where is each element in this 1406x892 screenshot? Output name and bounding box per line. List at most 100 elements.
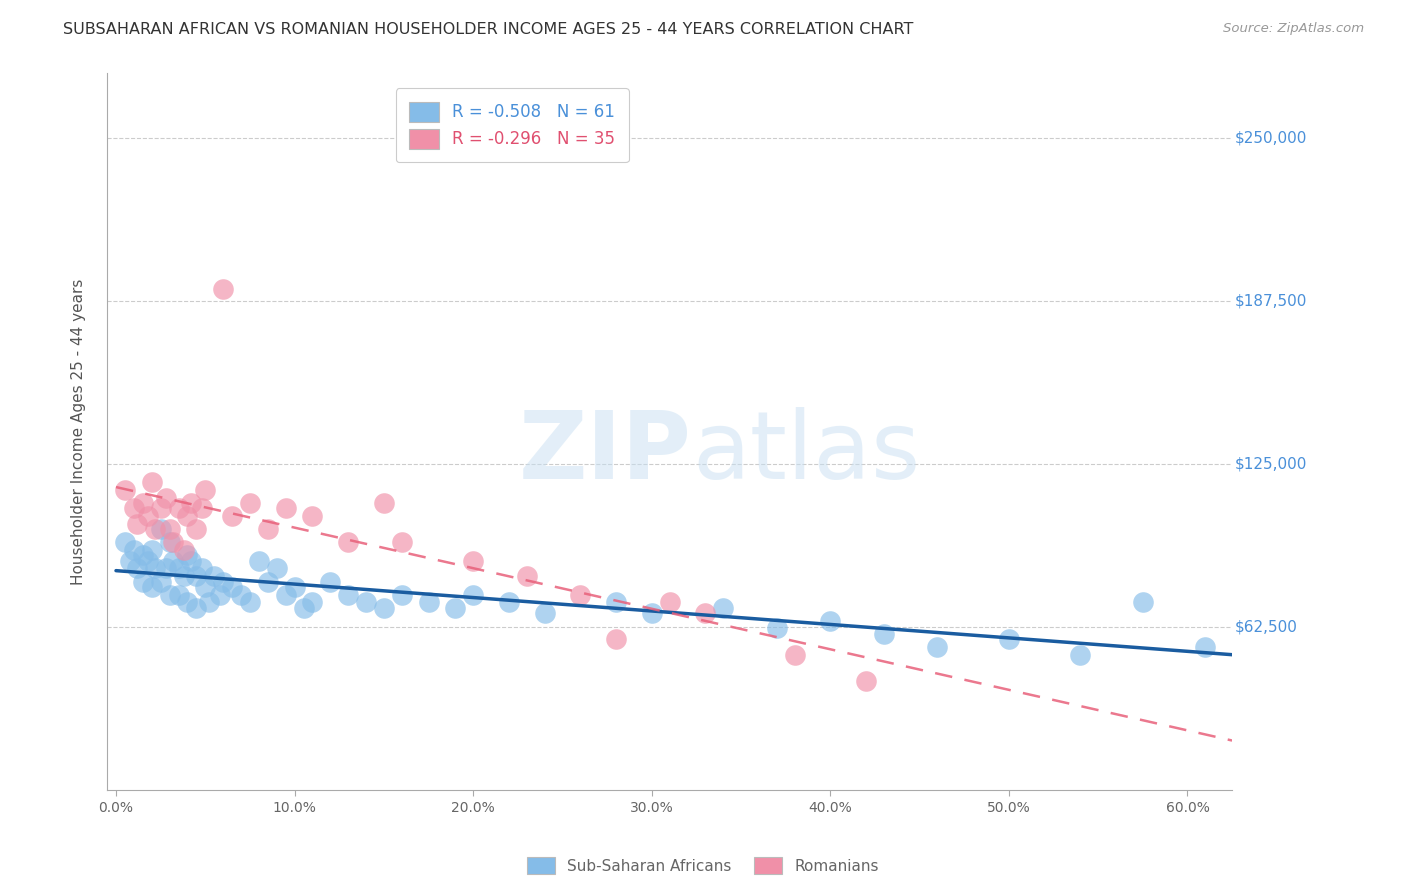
Point <box>569 588 592 602</box>
Point <box>159 522 181 536</box>
Point <box>136 509 159 524</box>
Text: Source: ZipAtlas.com: Source: ZipAtlas.com <box>1223 22 1364 36</box>
Point <box>319 574 342 589</box>
Point <box>391 588 413 602</box>
Point <box>167 501 190 516</box>
Legend: R = -0.508   N = 61, R = -0.296   N = 35: R = -0.508 N = 61, R = -0.296 N = 35 <box>395 88 628 162</box>
Point <box>136 554 159 568</box>
Point <box>711 600 734 615</box>
Point <box>1132 595 1154 609</box>
Point <box>266 561 288 575</box>
Point <box>141 475 163 490</box>
Point <box>256 574 278 589</box>
Point <box>180 554 202 568</box>
Point <box>695 606 717 620</box>
Point <box>176 509 198 524</box>
Point <box>159 535 181 549</box>
Point <box>284 580 307 594</box>
Point <box>114 483 136 498</box>
Point <box>155 561 177 575</box>
Point <box>173 543 195 558</box>
Point <box>212 574 235 589</box>
Point <box>122 543 145 558</box>
Point <box>533 606 555 620</box>
Point <box>127 561 149 575</box>
Point <box>229 588 252 602</box>
Text: $250,000: $250,000 <box>1234 130 1306 145</box>
Point <box>114 535 136 549</box>
Point <box>301 509 323 524</box>
Point <box>186 569 208 583</box>
Legend: Sub-Saharan Africans, Romanians: Sub-Saharan Africans, Romanians <box>522 851 884 880</box>
Point <box>159 588 181 602</box>
Point <box>127 517 149 532</box>
Point <box>190 561 212 575</box>
Point <box>373 600 395 615</box>
Point <box>132 549 155 563</box>
Point <box>194 580 217 594</box>
Point <box>221 580 243 594</box>
Text: $187,500: $187,500 <box>1234 293 1306 309</box>
Point <box>173 569 195 583</box>
Point <box>186 600 208 615</box>
Text: atlas: atlas <box>692 407 921 500</box>
Point <box>141 580 163 594</box>
Point <box>274 501 297 516</box>
Point <box>463 588 485 602</box>
Point <box>176 549 198 563</box>
Point <box>143 522 166 536</box>
Point <box>783 648 806 662</box>
Point <box>855 673 877 688</box>
Point <box>927 640 949 654</box>
Point <box>337 588 360 602</box>
Point <box>176 595 198 609</box>
Point <box>162 535 184 549</box>
Point <box>239 496 262 510</box>
Point <box>167 561 190 575</box>
Point <box>256 522 278 536</box>
Point <box>212 282 235 296</box>
Point <box>132 574 155 589</box>
Point <box>162 554 184 568</box>
Point <box>292 600 315 615</box>
Point <box>221 509 243 524</box>
Point <box>180 496 202 510</box>
Text: SUBSAHARAN AFRICAN VS ROMANIAN HOUSEHOLDER INCOME AGES 25 - 44 YEARS CORRELATION: SUBSAHARAN AFRICAN VS ROMANIAN HOUSEHOLD… <box>63 22 914 37</box>
Point <box>337 535 360 549</box>
Point <box>418 595 440 609</box>
Text: $125,000: $125,000 <box>1234 457 1306 472</box>
Point <box>1069 648 1091 662</box>
Point <box>149 522 172 536</box>
Y-axis label: Householder Income Ages 25 - 44 years: Householder Income Ages 25 - 44 years <box>72 278 86 585</box>
Point <box>167 588 190 602</box>
Point <box>658 595 681 609</box>
Point <box>301 595 323 609</box>
Point <box>122 501 145 516</box>
Point <box>498 595 520 609</box>
Point <box>186 522 208 536</box>
Point <box>198 595 221 609</box>
Point <box>354 595 377 609</box>
Point <box>391 535 413 549</box>
Point <box>373 496 395 510</box>
Point <box>155 491 177 505</box>
Point <box>463 554 485 568</box>
Point <box>239 595 262 609</box>
Point <box>820 614 842 628</box>
Point <box>194 483 217 498</box>
Text: ZIP: ZIP <box>519 407 692 500</box>
Point <box>516 569 538 583</box>
Point <box>641 606 664 620</box>
Point <box>998 632 1021 646</box>
Point <box>141 543 163 558</box>
Point <box>605 595 627 609</box>
Point <box>208 588 231 602</box>
Point <box>149 501 172 516</box>
Point <box>1194 640 1216 654</box>
Point <box>202 569 225 583</box>
Point <box>605 632 627 646</box>
Point <box>120 554 142 568</box>
Point <box>873 626 896 640</box>
Point <box>132 496 155 510</box>
Point <box>149 574 172 589</box>
